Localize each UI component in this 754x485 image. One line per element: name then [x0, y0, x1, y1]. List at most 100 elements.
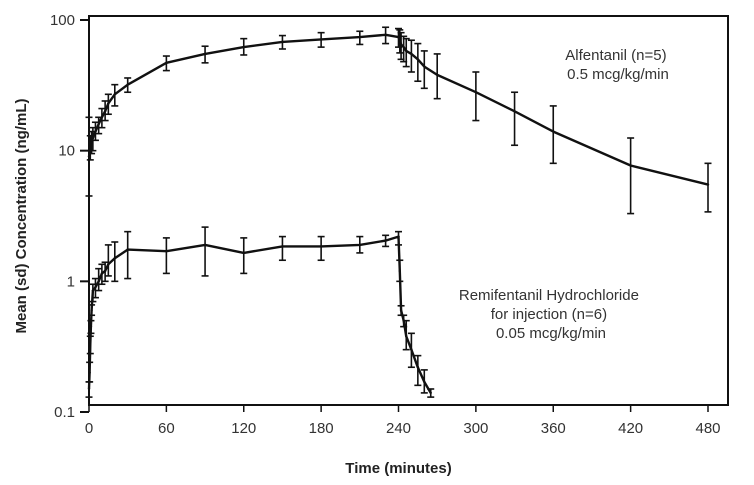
remifentanil-data-point: [94, 286, 97, 289]
alfentanil-data-point: [89, 146, 92, 150]
x-tick-label: 60: [158, 420, 175, 437]
alfentanil-annotation-line-1: Alfentanil (n=5): [565, 47, 666, 64]
alfentanil-data-point: [126, 83, 129, 86]
remifentanil-series: [85, 226, 435, 398]
x-tick-label: 0: [85, 420, 93, 437]
remifentanil-data-point: [165, 250, 168, 253]
x-tick-label: 300: [463, 420, 488, 437]
x-tick-label: 420: [618, 420, 643, 437]
remifentanil-annotation: Remifentanil Hydrochloride for injection…: [459, 287, 643, 342]
remifentanil-error-bar: [414, 354, 422, 387]
alfentanil-data-point: [397, 35, 400, 39]
remifentanil-data-point: [402, 319, 405, 322]
remifentanil-data-point: [242, 251, 245, 255]
remifentanil-data-point: [384, 239, 387, 242]
remifentanil-error-bar: [162, 237, 170, 275]
remifentanil-data-point: [405, 335, 408, 338]
remifentanil-data-point: [319, 245, 323, 248]
remifentanil-data-point: [89, 343, 92, 346]
x-axis-title: Time (minutes): [345, 460, 451, 477]
alfentanil-error-bar: [414, 42, 422, 83]
remifentanil-data-point: [103, 269, 107, 273]
y-tick-label: 10: [58, 143, 75, 160]
alfentanil-data-point: [416, 58, 420, 61]
remifentanil-error-bar: [317, 235, 325, 262]
remifentanil-data-point: [88, 371, 91, 374]
alfentanil-data-point: [552, 130, 555, 133]
remifentanil-mean-line: [87, 235, 432, 394]
alfentanil-data-point: [103, 110, 107, 113]
alfentanil-mean-line: [87, 33, 709, 186]
remifentanil-data-point: [429, 391, 432, 395]
alfentanil-data-point: [90, 139, 93, 142]
alfentanil-error-bar: [549, 105, 557, 165]
alfentanil-data-point: [242, 45, 245, 49]
x-axis: 0 60 120 180 240 300 360 420 480: [85, 405, 721, 437]
remifentanil-data-point: [399, 309, 403, 312]
remifentanil-data-point: [398, 269, 401, 273]
alfentanil-data-point: [706, 183, 710, 186]
alfentanil-data-point: [358, 35, 362, 39]
alfentanil-error-bar: [420, 50, 428, 90]
alfentanil-data-point: [87, 155, 91, 158]
remifentanil-data-point: [281, 245, 284, 248]
y-axis-title: Mean (sd) Concentration (ng/mL): [13, 99, 30, 334]
alfentanil-data-point: [513, 110, 516, 113]
alfentanil-data-point: [203, 52, 207, 56]
remifentanil-data-point: [90, 309, 93, 312]
alfentanil-data-point: [319, 38, 323, 41]
alfentanil-data-point: [100, 116, 104, 119]
alfentanil-data-point: [165, 61, 168, 65]
alfentanil-data-point: [113, 93, 116, 96]
alfentanil-series: [85, 26, 712, 215]
remifentanil-data-point: [97, 280, 100, 283]
remifentanil-error-bar: [240, 237, 248, 275]
y-axis: 0.1 1 10 100: [50, 12, 89, 421]
alfentanil-data-point: [384, 33, 387, 37]
alfentanil-error-bar: [433, 53, 441, 100]
alfentanil-data-point: [107, 102, 110, 105]
alfentanil-data-point: [474, 91, 478, 94]
alfentanil-data-point: [281, 40, 284, 44]
x-tick-label: 480: [695, 420, 720, 437]
alfentanil-data-point: [405, 49, 408, 53]
alfentanil-error-bar: [511, 91, 519, 147]
remifentanil-error-bar: [111, 241, 119, 283]
remifentanil-data-point: [107, 263, 110, 266]
alfentanil-annotation-line-2: 0.5 mcg/kg/min: [567, 66, 669, 83]
x-tick-label: 360: [541, 420, 566, 437]
remifentanil-data-point: [100, 272, 104, 275]
alfentanil-error-bar: [402, 37, 410, 68]
remifentanil-data-point: [113, 257, 116, 260]
remifentanil-data-point: [410, 348, 413, 351]
remifentanil-data-point: [87, 387, 91, 391]
alfentanil-error-bar: [704, 162, 712, 213]
remifentanil-data-point: [203, 243, 207, 247]
remifentanil-data-point: [91, 289, 95, 292]
y-tick-label: 100: [50, 12, 75, 29]
remifentanil-data-point: [89, 325, 93, 328]
alfentanil-annotation: Alfentanil (n=5) 0.5 mcg/kg/min: [565, 47, 670, 83]
alfentanil-data-point: [97, 122, 100, 126]
plot-frame: [88, 15, 729, 406]
alfentanil-data-point: [629, 164, 632, 167]
remifentanil-data-point: [416, 366, 420, 369]
x-tick-label: 180: [309, 420, 334, 437]
y-tick-label: 1: [67, 273, 75, 290]
alfentanil-data-point: [94, 130, 97, 133]
remifentanil-error-bar: [278, 235, 286, 262]
alfentanil-error-bar: [407, 39, 415, 73]
remifentanil-error-bar: [201, 226, 209, 277]
series-layer: [85, 26, 712, 398]
remifentanil-annotation-line-1: Remifentanil Hydrochloride: [459, 287, 639, 304]
x-tick-label: 240: [386, 420, 411, 437]
alfentanil-data-point: [435, 73, 439, 77]
alfentanil-data-point: [398, 39, 401, 42]
remifentanil-data-point: [126, 248, 129, 251]
remifentanil-data-point: [358, 243, 362, 247]
remifentanil-error-bar: [124, 230, 132, 280]
alfentanil-data-point: [410, 52, 413, 56]
remifentanil-annotation-line-2: for injection (n=6): [491, 306, 607, 323]
remifentanil-error-bar: [104, 244, 112, 277]
